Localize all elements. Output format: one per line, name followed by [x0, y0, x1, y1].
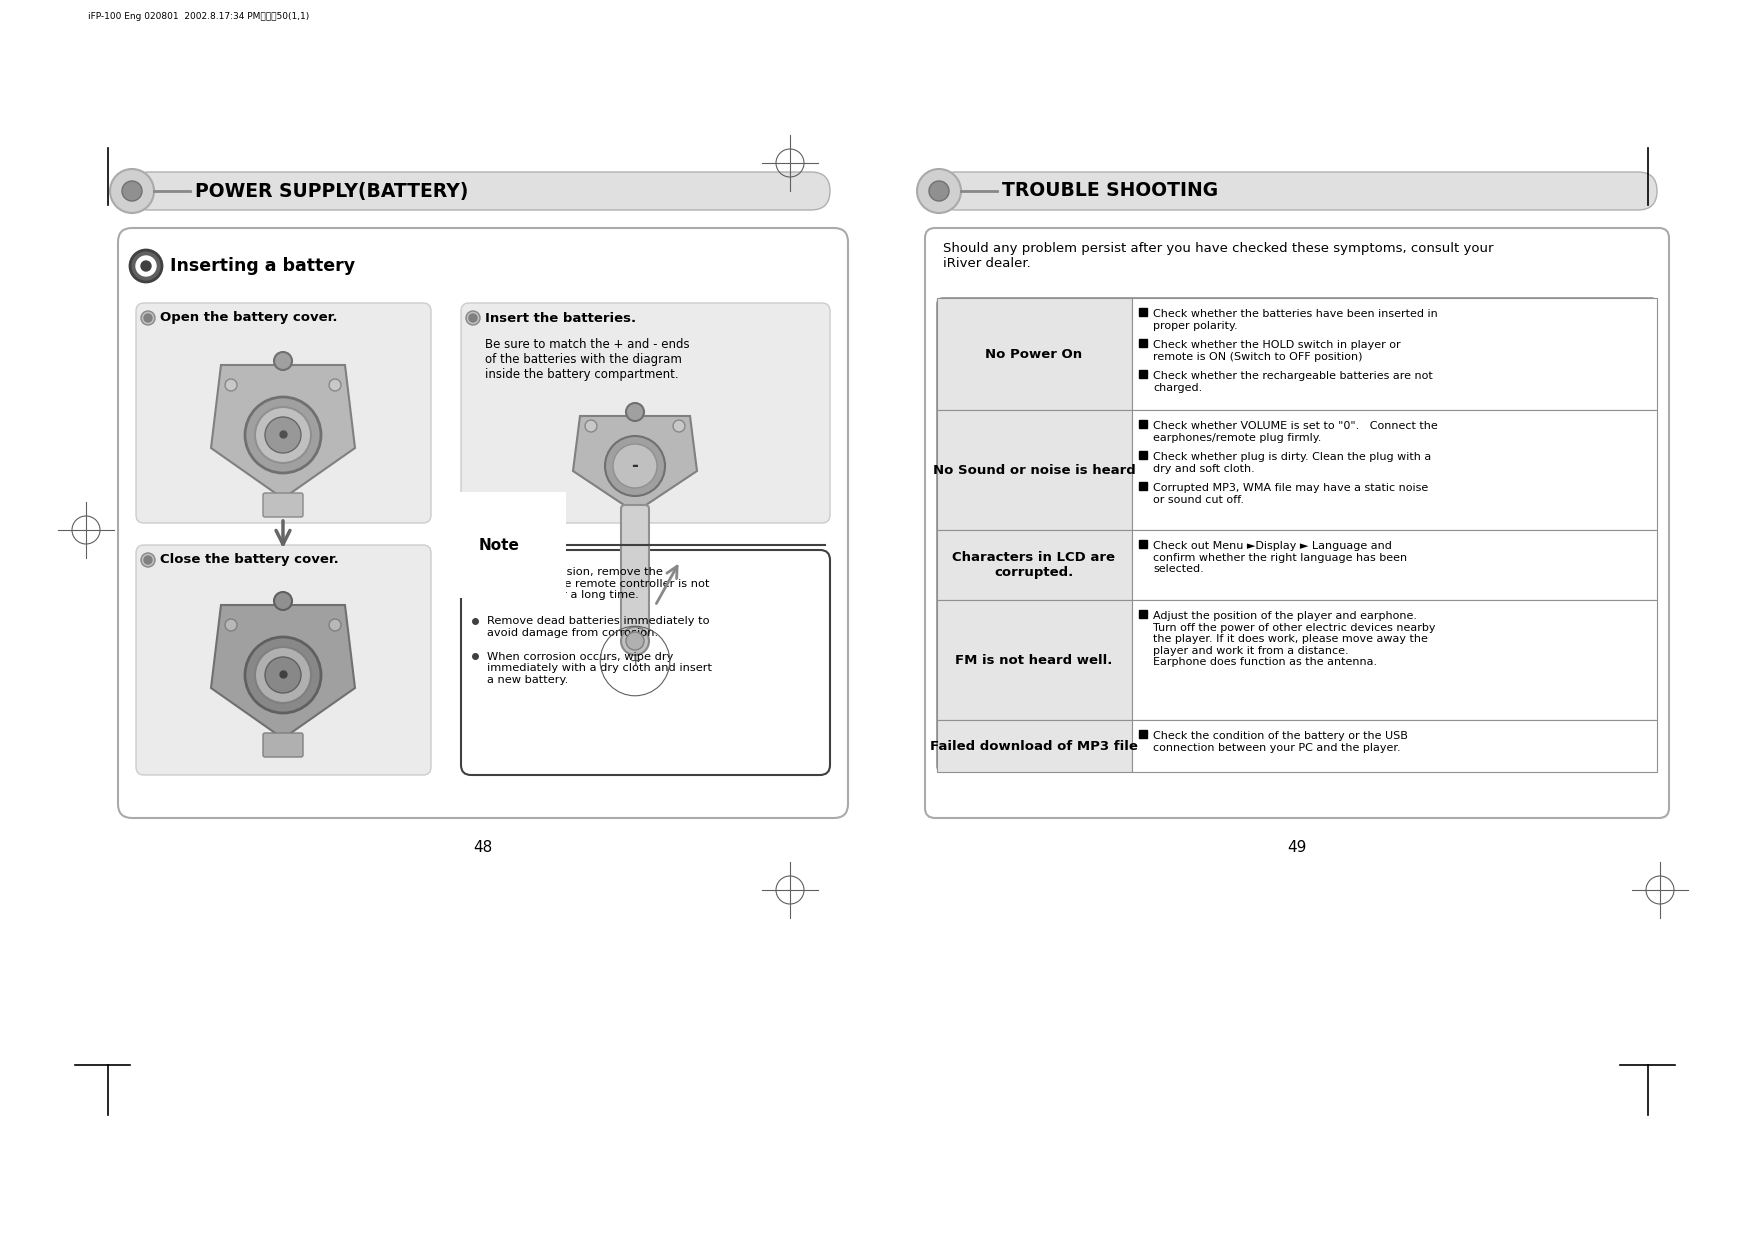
- Text: To avoid corrosion, remove the
batteries if the remote controller is not
to be u: To avoid corrosion, remove the batteries…: [488, 567, 710, 600]
- Text: Corrupted MP3, WMA file may have a static noise
or sound cut off.: Corrupted MP3, WMA file may have a stati…: [1152, 484, 1428, 505]
- Circle shape: [468, 314, 477, 322]
- Bar: [1138, 451, 1147, 459]
- Text: 49: 49: [1287, 839, 1307, 856]
- Text: -: -: [631, 458, 638, 475]
- Circle shape: [144, 314, 153, 322]
- Circle shape: [330, 619, 340, 631]
- Text: Check whether the rechargeable batteries are not
charged.: Check whether the rechargeable batteries…: [1152, 371, 1433, 393]
- Text: +: +: [630, 653, 640, 668]
- Circle shape: [674, 420, 686, 432]
- Bar: [1131, 298, 1658, 410]
- Bar: [1138, 539, 1147, 548]
- Bar: [1138, 610, 1147, 618]
- FancyBboxPatch shape: [118, 228, 847, 818]
- FancyBboxPatch shape: [621, 505, 649, 635]
- Text: Close the battery cover.: Close the battery cover.: [160, 553, 339, 567]
- Circle shape: [265, 657, 302, 693]
- Bar: [1131, 720, 1658, 773]
- Circle shape: [246, 637, 321, 713]
- FancyBboxPatch shape: [137, 303, 431, 523]
- Circle shape: [225, 619, 237, 631]
- Text: Check out Menu ►Display ► Language and
confirm whether the right language has be: Check out Menu ►Display ► Language and c…: [1152, 541, 1407, 574]
- FancyBboxPatch shape: [263, 733, 303, 756]
- Bar: [1138, 308, 1147, 316]
- Polygon shape: [574, 415, 696, 508]
- Circle shape: [626, 403, 644, 422]
- Bar: [1138, 370, 1147, 378]
- Bar: [937, 720, 1131, 773]
- Text: Open the battery cover.: Open the battery cover.: [160, 311, 337, 325]
- Text: Check whether the batteries have been inserted in
proper polarity.: Check whether the batteries have been in…: [1152, 309, 1438, 331]
- Text: Remove dead batteries immediately to
avoid damage from corrosion.: Remove dead batteries immediately to avo…: [488, 616, 710, 639]
- FancyBboxPatch shape: [461, 303, 830, 523]
- Text: POWER SUPPLY(BATTERY): POWER SUPPLY(BATTERY): [195, 181, 468, 201]
- Text: No Power On: No Power On: [986, 347, 1082, 361]
- Circle shape: [140, 311, 154, 325]
- Circle shape: [467, 311, 481, 325]
- Text: No Sound or noise is heard: No Sound or noise is heard: [933, 464, 1135, 476]
- FancyBboxPatch shape: [937, 298, 1658, 773]
- Circle shape: [330, 379, 340, 391]
- Bar: [937, 298, 1131, 410]
- Bar: [1138, 339, 1147, 347]
- Text: FM is not heard well.: FM is not heard well.: [956, 653, 1112, 667]
- Circle shape: [144, 556, 153, 564]
- Text: Check whether plug is dirty. Clean the plug with a
dry and soft cloth.: Check whether plug is dirty. Clean the p…: [1152, 453, 1431, 474]
- Text: iFP-100 Eng 020801  2002.8.17:34 PM페이지50(1,1): iFP-100 Eng 020801 2002.8.17:34 PM페이지50(…: [88, 12, 309, 21]
- Text: When corrosion occurs, wipe dry
immediately with a dry cloth and insert
a new ba: When corrosion occurs, wipe dry immediat…: [488, 651, 712, 684]
- Bar: [1138, 420, 1147, 428]
- Circle shape: [254, 407, 310, 463]
- Polygon shape: [210, 605, 354, 735]
- Circle shape: [621, 627, 649, 655]
- Circle shape: [274, 591, 291, 610]
- Circle shape: [612, 444, 658, 489]
- Text: Check the condition of the battery or the USB
connection between your PC and the: Check the condition of the battery or th…: [1152, 732, 1408, 753]
- Polygon shape: [210, 365, 354, 495]
- Bar: [937, 600, 1131, 720]
- Text: Characters in LCD are
corrupted.: Characters in LCD are corrupted.: [952, 551, 1116, 579]
- Text: Adjust the position of the player and earphone.
Turn off the power of other elec: Adjust the position of the player and ea…: [1152, 611, 1435, 667]
- Text: Should any problem persist after you have checked these symptoms, consult your
i: Should any problem persist after you hav…: [944, 242, 1493, 270]
- FancyBboxPatch shape: [137, 546, 431, 775]
- Circle shape: [130, 250, 161, 281]
- Circle shape: [265, 417, 302, 453]
- Circle shape: [246, 397, 321, 472]
- Circle shape: [225, 379, 237, 391]
- FancyBboxPatch shape: [924, 228, 1670, 818]
- Bar: [1131, 410, 1658, 529]
- Bar: [1131, 529, 1658, 600]
- Text: Failed download of MP3 file: Failed download of MP3 file: [930, 739, 1138, 753]
- Circle shape: [917, 169, 961, 213]
- Text: Inserting a battery: Inserting a battery: [170, 257, 354, 275]
- Circle shape: [586, 420, 596, 432]
- Circle shape: [123, 181, 142, 201]
- FancyBboxPatch shape: [130, 172, 830, 210]
- Circle shape: [626, 632, 644, 650]
- Bar: [937, 410, 1131, 529]
- Bar: [1131, 600, 1658, 720]
- Circle shape: [137, 255, 156, 277]
- FancyBboxPatch shape: [937, 172, 1658, 210]
- Bar: [937, 529, 1131, 600]
- Text: Check whether VOLUME is set to "0".   Connect the
earphones/remote plug firmly.: Check whether VOLUME is set to "0". Conn…: [1152, 422, 1438, 443]
- Circle shape: [254, 647, 310, 703]
- Text: Be sure to match the + and - ends
of the batteries with the diagram
inside the b: Be sure to match the + and - ends of the…: [486, 339, 689, 381]
- Text: Check whether the HOLD switch in player or
remote is ON (Switch to OFF position): Check whether the HOLD switch in player …: [1152, 340, 1401, 362]
- FancyBboxPatch shape: [461, 551, 830, 775]
- Text: Note: Note: [479, 537, 519, 553]
- Text: 48: 48: [474, 839, 493, 856]
- Text: Insert the batteries.: Insert the batteries.: [486, 311, 637, 325]
- Circle shape: [930, 181, 949, 201]
- Bar: [1138, 730, 1147, 738]
- Circle shape: [111, 169, 154, 213]
- Circle shape: [605, 436, 665, 496]
- Bar: [1138, 482, 1147, 490]
- Circle shape: [140, 260, 151, 272]
- Circle shape: [140, 553, 154, 567]
- Text: TROUBLE SHOOTING: TROUBLE SHOOTING: [1002, 181, 1217, 201]
- FancyBboxPatch shape: [263, 494, 303, 517]
- Circle shape: [274, 352, 291, 370]
